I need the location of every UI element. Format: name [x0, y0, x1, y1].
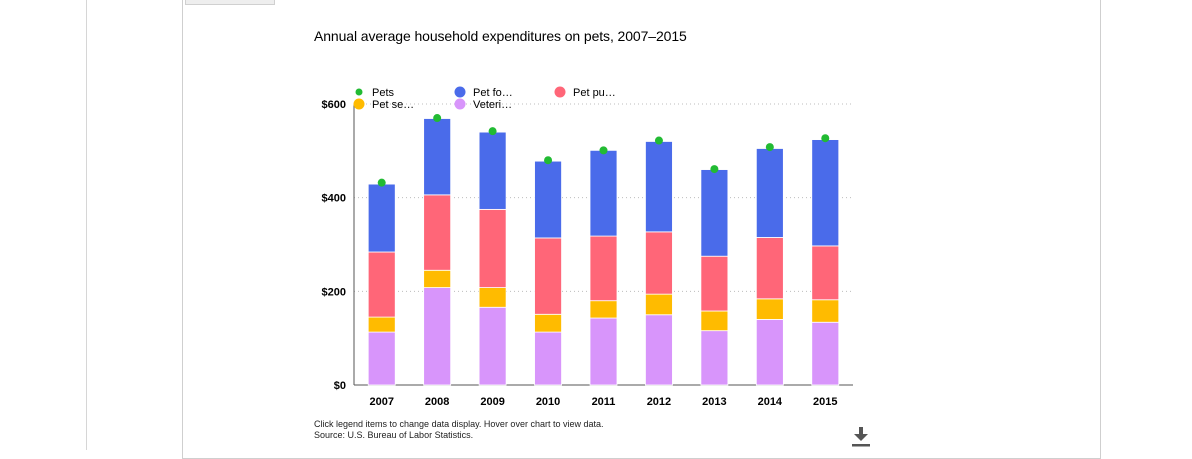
bar-segment[interactable] — [478, 287, 507, 308]
y-tick-label: $200 — [322, 286, 346, 298]
bar-segment[interactable] — [367, 183, 396, 253]
bar-segment[interactable] — [423, 194, 452, 271]
bar-segment[interactable] — [589, 149, 618, 237]
bar-segment[interactable] — [700, 330, 729, 386]
bar-segment[interactable] — [423, 269, 452, 288]
legend-label[interactable]: Veteri… — [473, 99, 512, 111]
legend-label[interactable]: Pet se… — [372, 99, 414, 111]
bar-segment[interactable] — [811, 245, 840, 301]
legend-marker[interactable] — [355, 88, 363, 96]
data-point[interactable] — [654, 136, 663, 145]
x-tick-label: 2013 — [702, 396, 726, 408]
data-point[interactable] — [544, 156, 553, 165]
chart-source: Source: U.S. Bureau of Labor Statistics. — [314, 430, 474, 440]
x-tick-label: 2014 — [758, 396, 783, 408]
x-tick-label: 2009 — [480, 396, 504, 408]
data-point[interactable] — [377, 178, 386, 187]
bar-segment[interactable] — [423, 287, 452, 386]
bar-segment[interactable] — [589, 317, 618, 386]
y-tick-label: $600 — [322, 99, 346, 111]
data-point[interactable] — [433, 114, 442, 123]
data-point[interactable] — [710, 165, 719, 174]
bar-segment[interactable] — [478, 208, 507, 288]
legend-marker[interactable] — [554, 86, 566, 98]
bar-segment[interactable] — [367, 331, 396, 386]
bar-segment[interactable] — [811, 139, 840, 247]
bar-segment[interactable] — [478, 306, 507, 386]
chart-footnote: Click legend items to change data displa… — [314, 419, 603, 441]
data-point[interactable] — [765, 143, 774, 152]
bar-segment[interactable] — [645, 293, 673, 316]
bar-segment[interactable] — [589, 235, 618, 302]
bar-segment[interactable] — [645, 141, 673, 233]
legend-label[interactable]: Pets — [372, 87, 395, 99]
chart-instructions: Click legend items to change data displa… — [314, 419, 604, 429]
bar-segment[interactable] — [589, 300, 618, 319]
chart-title: Annual average household expenditures on… — [314, 28, 687, 44]
download-icon[interactable] — [850, 424, 872, 448]
bar-segment[interactable] — [700, 310, 729, 332]
bar-segment[interactable] — [367, 316, 396, 333]
legend-marker[interactable] — [353, 98, 365, 110]
bar-segment[interactable] — [645, 231, 673, 295]
x-tick-label: 2010 — [536, 396, 560, 408]
tab-stub[interactable] — [185, 0, 275, 5]
bar-segment[interactable] — [811, 299, 840, 323]
bar-segment[interactable] — [755, 148, 784, 238]
bar-segment[interactable] — [534, 160, 562, 239]
bar-segment[interactable] — [755, 237, 784, 300]
page-left-rule — [86, 0, 87, 450]
x-tick-label: 2011 — [592, 396, 616, 408]
x-tick-label: 2015 — [813, 396, 837, 408]
y-tick-label: $0 — [334, 380, 346, 392]
bar-segment[interactable] — [478, 131, 507, 210]
x-tick-label: 2008 — [425, 396, 449, 408]
bar-segment[interactable] — [534, 237, 562, 315]
bar-segment[interactable] — [755, 319, 784, 386]
bar-segment[interactable] — [645, 314, 673, 386]
bar-segment[interactable] — [755, 298, 784, 320]
bar-segment[interactable] — [534, 331, 562, 386]
download-icon-glyph — [852, 427, 870, 447]
data-point[interactable] — [599, 146, 608, 155]
chart-frame — [182, 0, 1101, 459]
x-tick-label: 2007 — [369, 396, 393, 408]
legend-marker[interactable] — [454, 86, 466, 98]
bar-segment[interactable] — [534, 313, 562, 333]
bar-segment[interactable] — [811, 321, 840, 386]
bar-segment[interactable] — [700, 169, 729, 257]
x-tick-label: 2012 — [647, 396, 671, 408]
legend-label[interactable]: Pet fo… — [473, 87, 513, 99]
y-tick-label: $400 — [322, 193, 346, 205]
data-point[interactable] — [821, 134, 830, 143]
bar-segment[interactable] — [423, 118, 452, 196]
data-point[interactable] — [488, 127, 497, 136]
legend-marker[interactable] — [454, 98, 466, 110]
bar-segment[interactable] — [700, 255, 729, 312]
legend-label[interactable]: Pet pu… — [573, 87, 616, 99]
bar-segment[interactable] — [367, 251, 396, 318]
